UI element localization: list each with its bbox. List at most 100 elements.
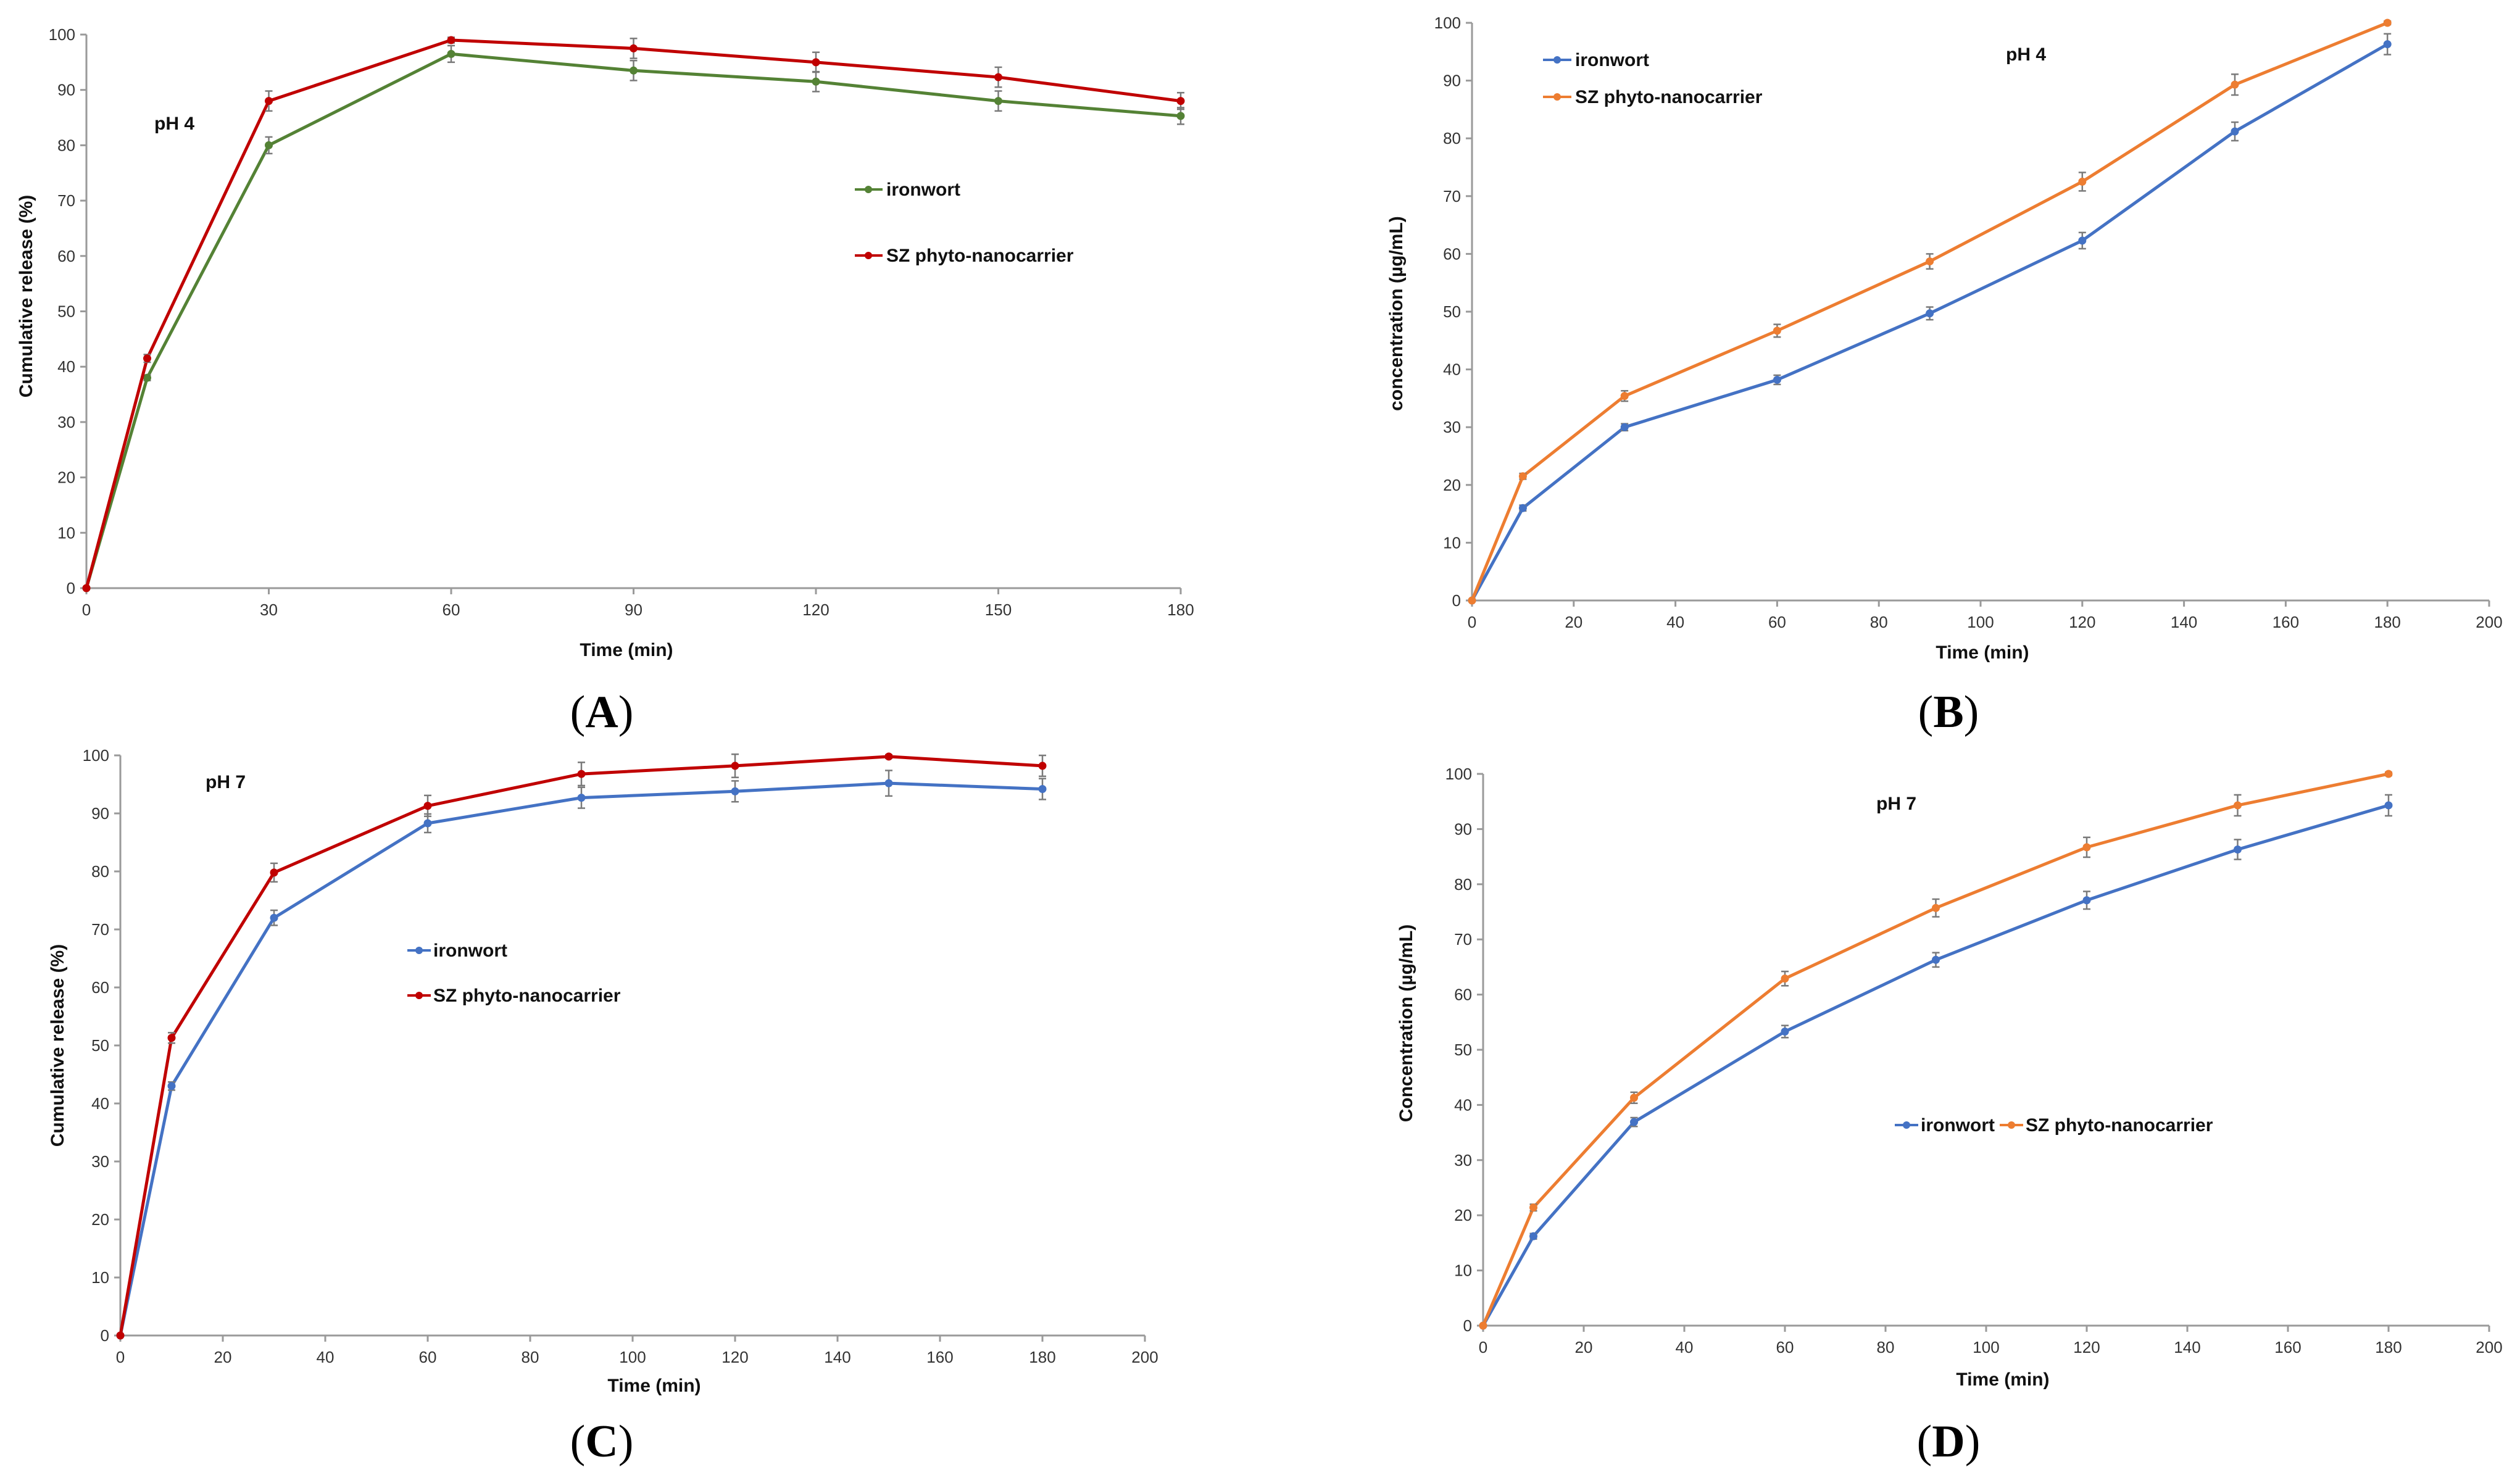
series-line-ironwort	[119, 781, 1043, 1336]
x-tick-label: 60	[1776, 1338, 1794, 1356]
series-ironwort	[1479, 794, 2393, 1330]
y-tick-label: 30	[91, 1152, 109, 1171]
y-tick-label: 70	[1443, 187, 1461, 206]
y-tick-label: 50	[91, 1036, 109, 1055]
x-tick-label: 180	[2374, 613, 2401, 631]
x-axis-title: Time (min)	[1936, 642, 2029, 663]
y-tick-label: 10	[1454, 1261, 1472, 1280]
x-tick-label: 140	[2171, 613, 2197, 631]
y-tick-label: 10	[91, 1268, 109, 1287]
y-axis-title: Concentration (µg/mL)	[1396, 924, 1416, 1123]
data-point-sz-phyto-nanocarrier	[1518, 472, 1527, 481]
ph-annotation: pH 7	[206, 772, 246, 792]
axes: 0 10 20 30 40 50 60 70 80 90 100 0 30 60 90 120 150 180	[49, 25, 1194, 619]
y-tick-label: 80	[1454, 875, 1472, 894]
data-point-sz-phyto-nanocarrier	[630, 44, 638, 52]
data-point-sz-phyto-nanocarrier	[812, 58, 820, 67]
panel-label-b: (B)	[1918, 687, 1979, 737]
legend: ironwort SZ phyto-nanocarrier	[1543, 50, 1763, 107]
y-tick-label: 60	[1443, 244, 1461, 263]
series-ironwort	[116, 770, 1047, 1340]
data-point-sz-phyto-nanocarrier	[1479, 1321, 1487, 1330]
x-tick-label: 120	[802, 600, 829, 619]
y-tick-label: 70	[91, 920, 109, 939]
y-tick-label: 50	[1454, 1041, 1472, 1059]
data-point-ironwort	[2384, 801, 2393, 810]
data-point-sz-phyto-nanocarrier	[884, 752, 893, 761]
x-tick-label: 60	[1768, 613, 1786, 631]
data-point-sz-phyto-nanocarrier	[167, 1034, 176, 1042]
data-point-ironwort	[1773, 375, 1781, 384]
x-tick-label: 40	[1676, 1338, 1694, 1356]
y-tick-label: 60	[57, 247, 75, 265]
data-point-ironwort	[2234, 845, 2242, 854]
y-tick-label: 10	[1443, 533, 1461, 552]
data-point-sz-phyto-nanocarrier	[143, 354, 151, 363]
y-tick-label: 0	[67, 579, 75, 597]
x-tick-label: 20	[1565, 613, 1582, 631]
y-tick-label: 0	[1452, 591, 1461, 610]
x-axis-title: Time (min)	[580, 640, 673, 660]
x-tick-label: 40	[1666, 613, 1684, 631]
panel-label-c: (C)	[570, 1416, 634, 1467]
x-tick-label: 0	[1479, 1338, 1487, 1356]
panel-label-d: (D)	[1917, 1416, 1981, 1467]
data-point-ironwort	[577, 794, 586, 802]
data-point-sz-phyto-nanocarrier	[1176, 97, 1185, 106]
data-point-ironwort	[270, 913, 278, 922]
x-axis-title: Time (min)	[1956, 1369, 2049, 1390]
data-point-ironwort	[1529, 1232, 1537, 1240]
y-tick-label: 10	[57, 523, 75, 542]
data-point-ironwort	[994, 97, 1002, 106]
y-tick-label: 40	[57, 357, 75, 376]
legend-label-sz-phyto-nanocarrier: SZ phyto-nanocarrier	[886, 246, 1074, 266]
data-point-sz-phyto-nanocarrier	[577, 770, 586, 778]
series-ironwort	[82, 44, 1185, 592]
y-tick-label: 100	[1434, 14, 1461, 32]
x-tick-label: 200	[2476, 613, 2502, 631]
data-point-ironwort	[1620, 423, 1629, 431]
x-tick-label: 150	[985, 600, 1012, 619]
data-point-ironwort	[1176, 112, 1185, 120]
legend-marker-sz-phyto-nanocarrier	[2008, 1121, 2015, 1129]
axes: 0 10 20 30 40 50 60 70 80 90 100 0 20 40 60 80 100 120 140…	[83, 746, 1158, 1366]
data-point-ironwort	[2231, 127, 2239, 136]
x-tick-label: 100	[619, 1348, 646, 1366]
series-line-ironwort	[85, 52, 1181, 589]
data-point-ironwort	[1926, 309, 1934, 318]
series-line-ironwort	[1470, 43, 2389, 602]
y-tick-label: 50	[1443, 302, 1461, 321]
y-tick-label: 100	[83, 746, 109, 765]
y-tick-label: 70	[57, 191, 75, 210]
data-point-ironwort	[167, 1082, 176, 1090]
series-sz-phyto-nanocarrier	[1468, 19, 2392, 605]
panel-label-a: (A)	[570, 687, 634, 737]
legend-label-sz-phyto-nanocarrier: SZ phyto-nanocarrier	[433, 986, 621, 1006]
data-point-sz-phyto-nanocarrier	[2384, 770, 2393, 778]
series-sz-phyto-nanocarrier	[82, 36, 1185, 592]
x-tick-label: 200	[2476, 1338, 2502, 1356]
data-point-ironwort	[884, 779, 893, 787]
data-point-sz-phyto-nanocarrier	[265, 97, 273, 106]
x-tick-label: 80	[1877, 1338, 1895, 1356]
data-point-ironwort	[1630, 1118, 1638, 1126]
series-ironwort	[1468, 33, 2392, 605]
x-tick-label: 120	[2069, 613, 2095, 631]
x-tick-label: 0	[82, 600, 91, 619]
y-tick-label: 20	[91, 1210, 109, 1229]
data-point-sz-phyto-nanocarrier	[2383, 19, 2392, 27]
chart-panel-b: concentration (µg/mL) Time (min) pH 4 ir…	[1386, 14, 2503, 737]
data-point-ironwort	[2078, 236, 2087, 245]
y-tick-label: 90	[1454, 820, 1472, 838]
data-point-sz-phyto-nanocarrier	[116, 1331, 125, 1340]
data-point-sz-phyto-nanocarrier	[1038, 762, 1047, 770]
x-tick-label: 100	[1973, 1338, 1999, 1356]
y-tick-label: 30	[1454, 1151, 1472, 1169]
y-tick-label: 100	[1445, 765, 1472, 783]
x-tick-label: 60	[419, 1348, 437, 1366]
data-point-ironwort	[1932, 955, 1940, 964]
x-tick-label: 80	[522, 1348, 539, 1366]
ph-annotation: pH 4	[154, 114, 194, 134]
data-point-sz-phyto-nanocarrier	[2234, 801, 2242, 810]
data-point-ironwort	[2383, 40, 2392, 49]
